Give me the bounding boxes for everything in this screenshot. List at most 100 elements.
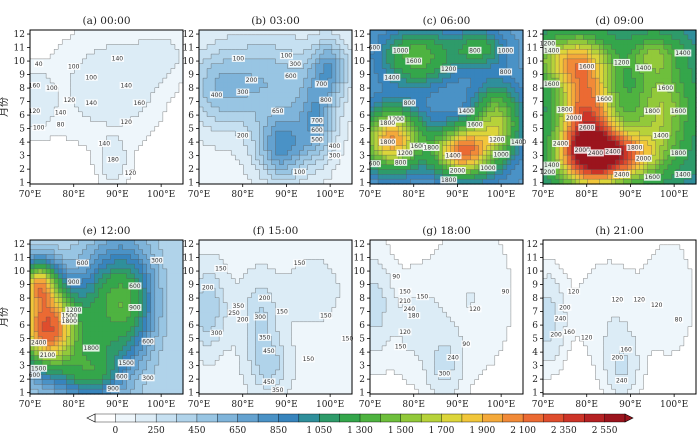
field-cell [474,174,480,180]
field-cell [138,107,144,113]
field-cell [506,140,512,147]
field-cell [494,58,500,65]
field-cell [102,116,108,123]
field-cell [215,155,220,161]
field-cell [635,82,641,89]
field-cell [591,92,596,98]
field-cell [378,102,383,108]
field-cell [291,87,297,94]
field-cell [426,73,431,79]
panel-3: 1200140016001200140014001600160016001800… [527,15,697,200]
field-cell [291,131,297,137]
field-cell [134,30,140,36]
field-cell [394,63,399,70]
field-cell [243,116,248,123]
field-cell [502,121,508,127]
field-cell [635,126,641,132]
field-cell [66,155,71,161]
field-cell [174,49,180,55]
field-cell [255,102,260,108]
field-cell [430,140,436,147]
field-cell [619,68,625,74]
field-cell [438,30,444,36]
field-cell [591,78,596,84]
field-cell [154,164,160,171]
contour-label: 700 [311,118,323,125]
field-cell [615,63,621,70]
field-cell [38,116,43,123]
field-cell [243,164,248,171]
field-cell [138,135,144,142]
field-cell [215,82,220,89]
field-cell [414,179,419,185]
field-cell [675,68,681,74]
field-cell [219,58,224,65]
field-cell [283,179,289,185]
field-cell [118,49,124,55]
field-cell [114,121,120,127]
field-cell [591,73,596,79]
field-cell [255,159,260,166]
field-cell [46,78,51,84]
field-cell [506,39,512,46]
field-cell [311,49,317,55]
field-cell [78,174,83,180]
field-cell [418,44,423,50]
field-cell [438,169,444,175]
field-cell [655,97,661,103]
field-cell [227,116,232,123]
field-cell [667,54,673,60]
field-cell [611,34,617,41]
field-cell [259,102,265,108]
field-cell [623,126,629,132]
field-cell [219,68,224,74]
field-cell [134,49,140,55]
field-cell [255,164,260,171]
field-cell [46,135,51,142]
field-cell [146,159,152,166]
field-cell [631,131,637,137]
field-cell [235,49,240,55]
field-cell [518,73,524,79]
field-cell [494,179,500,185]
field-cell [651,58,657,65]
field-cell [410,54,415,60]
field-cell [627,131,633,137]
contour-label: 1200 [397,150,412,157]
field-cell [271,131,277,137]
field-cell [98,39,104,46]
field-cell [615,126,621,132]
field-cell [295,174,301,180]
field-cell [663,121,669,127]
field-cell [267,39,273,46]
field-cell [583,30,588,36]
field-cell [502,169,508,175]
field-cell [58,179,63,185]
field-cell [339,63,345,70]
field-cell [382,135,387,142]
field-cell [543,54,548,60]
field-cell [386,92,391,98]
field-cell [462,140,468,147]
field-cell [90,92,96,98]
contour-label-bg [466,121,484,129]
field-cell [58,92,63,98]
field-cell [239,97,244,103]
field-cell [518,82,524,89]
field-cell [211,58,216,65]
field-cell [126,34,132,41]
field-cell [510,54,516,60]
field-cell [34,87,39,94]
field-cell [551,54,556,60]
field-cell [466,159,472,166]
field-cell [446,54,452,60]
field-cell [663,116,669,123]
field-cell [74,107,79,113]
field-cell [331,30,337,36]
field-cell [418,87,423,94]
field-cell [687,78,693,84]
field-cell [502,116,508,123]
field-cell [150,131,156,137]
field-cell [162,63,168,70]
field-cell [627,140,633,147]
